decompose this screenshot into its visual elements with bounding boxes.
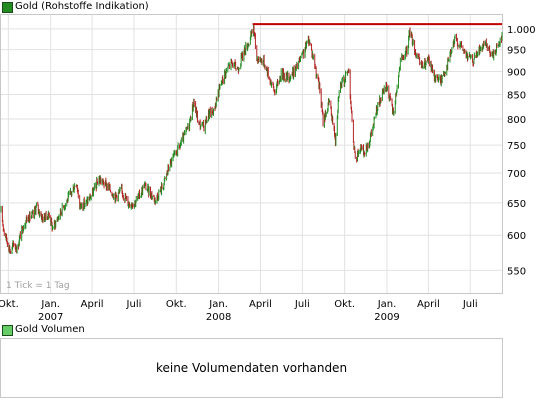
y-tick-label: 600 [507, 231, 526, 242]
price-chart: 550 600 650 700 750 800 850 900 950 1.000 Okt. Jan… [0, 14, 536, 323]
price-legend-swatch [2, 2, 13, 13]
x-tick-label: Okt. [166, 299, 187, 310]
x-tick-label: Jan. [377, 299, 397, 310]
y-tick-label: 750 [507, 141, 526, 152]
grid-lines [1, 15, 502, 293]
x-tick-label: Juli [294, 299, 310, 310]
y-tick-label: 700 [507, 169, 526, 180]
x-tick-label: April [417, 299, 440, 310]
plot-area [0, 14, 503, 294]
y-tick-label: 1.000 [507, 25, 536, 36]
x-tick-label: Okt. [334, 299, 355, 310]
price-legend-label: Gold (Rohstoffe Indikation) [15, 1, 149, 12]
x-tick-label: April [81, 299, 104, 310]
y-tick-label: 850 [507, 91, 526, 102]
volume-legend-label: Gold Volumen [15, 324, 85, 335]
x-tick-label: April [249, 299, 272, 310]
price-candles [0, 24, 503, 255]
y-axis-ticks: 550 600 650 700 750 800 850 900 950 1.000 [507, 25, 536, 277]
x-year-label: 2009 [374, 312, 399, 323]
volume-empty-message: keine Volumendaten vorhanden [155, 361, 348, 375]
x-tick-label: Juli [126, 299, 142, 310]
volume-panel: keine Volumendaten vorhanden [0, 338, 503, 398]
x-year-label: 2008 [206, 312, 231, 323]
x-year-label: 2007 [38, 312, 63, 323]
x-axis-ticks: Okt. Jan. 2007 April Juli Okt. Jan. 2008 April Ju… [0, 299, 478, 323]
y-tick-label: 650 [507, 199, 526, 210]
y-tick-label: 550 [507, 266, 526, 277]
tick-annotation: 1 Tick = 1 Tag [6, 281, 70, 291]
volume-legend-swatch [2, 325, 13, 336]
y-tick-label: 950 [507, 46, 526, 57]
y-tick-label: 900 [507, 67, 526, 78]
x-tick-label: Okt. [0, 299, 19, 310]
y-tick-label: 800 [507, 115, 526, 126]
x-tick-label: Jan. [208, 299, 228, 310]
x-tick-label: Jan. [40, 299, 60, 310]
x-tick-label: Juli [462, 299, 478, 310]
